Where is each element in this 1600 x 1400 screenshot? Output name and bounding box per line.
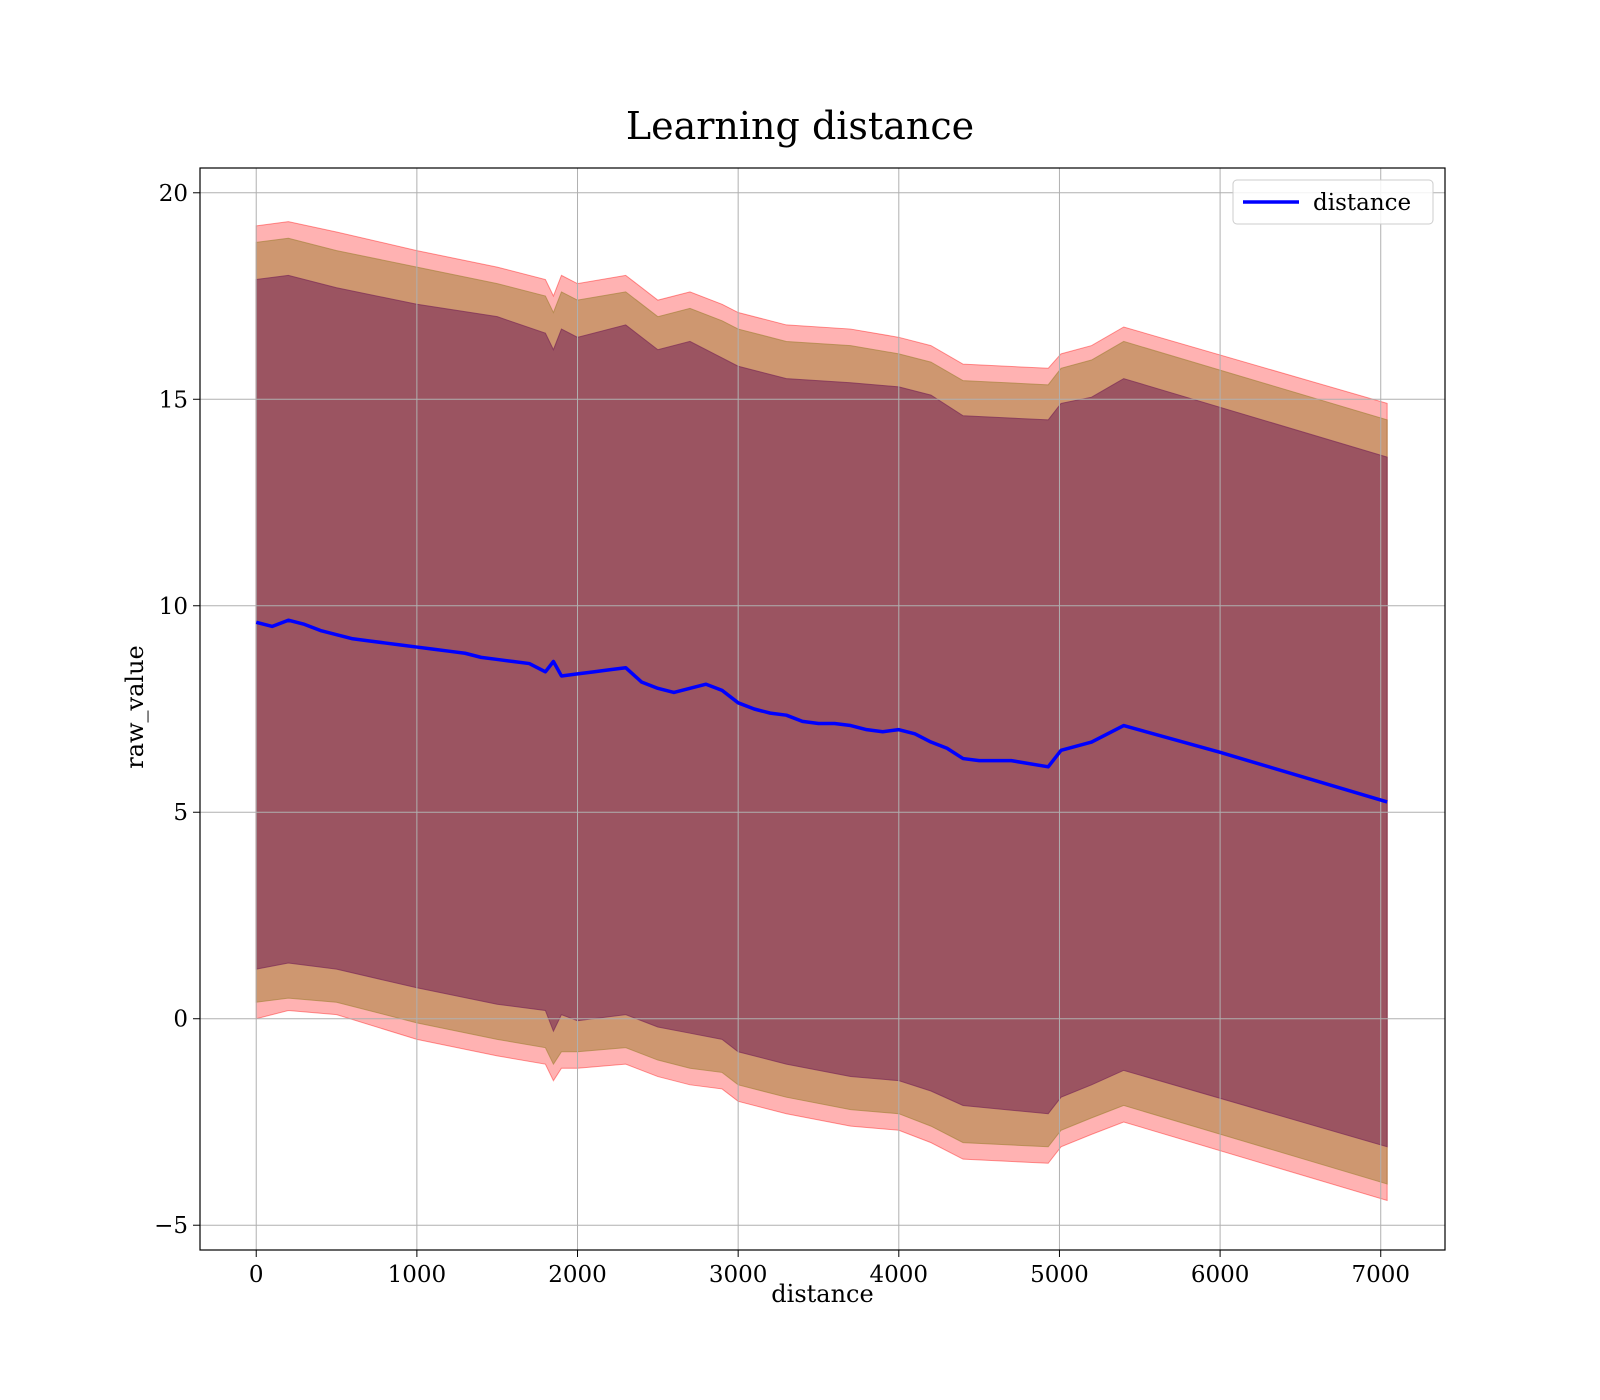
grid-layer xyxy=(200,168,1445,1250)
legend-label-0: distance xyxy=(1313,190,1411,216)
legend-box xyxy=(1232,179,1434,225)
y-tick-label-1: 0 xyxy=(173,1007,188,1033)
x-tick-label-2: 2000 xyxy=(548,1262,607,1288)
x-tick-label-1: 1000 xyxy=(388,1262,447,1288)
chart-title: Learning distance xyxy=(625,104,975,148)
x-tick-label-5: 5000 xyxy=(1030,1262,1089,1288)
x-axis-label: distance xyxy=(771,1280,874,1308)
plot-frame xyxy=(199,167,1446,1251)
x-tick-label-3: 3000 xyxy=(709,1262,768,1288)
y-tick-label-4: 15 xyxy=(159,387,188,413)
legend-layer: distance xyxy=(1232,179,1434,225)
y-tick-label-2: 5 xyxy=(173,800,188,826)
series-line-0 xyxy=(255,618,1388,804)
y-tick-label-0: −5 xyxy=(154,1213,188,1239)
y-tick-label-3: 10 xyxy=(159,594,188,620)
line-layer xyxy=(255,618,1388,804)
bands-layer xyxy=(255,221,1388,1202)
y-tick-label-5: 20 xyxy=(159,181,188,207)
x-tick-label-7: 7000 xyxy=(1351,1262,1410,1288)
axes-layer: 0 1000 2000 3000 4000 5000 6000 7000 −5 0 5 10 15 20 xyxy=(154,167,1446,1288)
x-tick-label-6: 6000 xyxy=(1191,1262,1250,1288)
x-tick-label-0: 0 xyxy=(249,1262,264,1288)
y-axis-label: raw_value xyxy=(121,645,149,769)
x-tick-label-4: 4000 xyxy=(870,1262,929,1288)
